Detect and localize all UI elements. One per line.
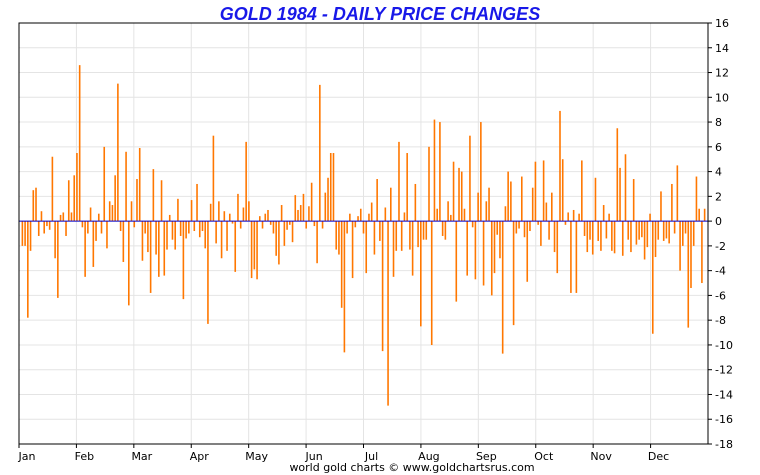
y-tick-label: -6: [715, 289, 726, 302]
x-axis: Jan Feb Mar Apr May Jun Jul Aug Sep Oct Nov Dec: [18, 444, 669, 463]
x-tick-label: Jun: [304, 450, 322, 463]
y-tick-label: 12: [715, 67, 729, 80]
y-tick-label: -10: [715, 339, 733, 352]
x-tick-label: Dec: [648, 450, 669, 463]
y-tick-label: -4: [715, 265, 726, 278]
x-tick-label: Feb: [75, 450, 94, 463]
y-tick-label: -14: [715, 388, 733, 401]
x-tick-label: Apr: [190, 450, 210, 463]
chart-credit: world gold charts © www.goldchartsrus.co…: [289, 461, 534, 474]
y-tick-label: -2: [715, 240, 726, 253]
y-tick-label: 6: [715, 141, 722, 154]
y-tick-label: -18: [715, 438, 733, 451]
x-tick-label: Nov: [590, 450, 612, 463]
y-tick-label: -12: [715, 364, 733, 377]
y-tick-label: 4: [715, 166, 722, 179]
y-tick-label: -8: [715, 314, 726, 327]
x-tick-label: Sep: [476, 450, 497, 463]
y-tick-label: -16: [715, 413, 733, 426]
x-tick-label: Jul: [364, 450, 378, 463]
x-tick-label: Jan: [18, 450, 36, 463]
y-tick-label: 8: [715, 116, 722, 129]
y-tick-label: 2: [715, 190, 722, 203]
x-tick-label: Aug: [418, 450, 439, 463]
x-tick-label: May: [245, 450, 268, 463]
y-tick-label: 16: [715, 17, 729, 30]
chart-title: GOLD 1984 - DAILY PRICE CHANGES: [220, 4, 540, 24]
x-tick-label: Mar: [131, 450, 152, 463]
y-tick-label: 10: [715, 91, 729, 104]
bars: [21, 65, 706, 406]
y-tick-label: 0: [715, 215, 722, 228]
y-tick-label: 14: [715, 42, 729, 55]
x-tick-label: Oct: [534, 450, 554, 463]
y-axis: 16 14 12 10 8 6 4 2 0 -2 -4 -6 -8 -10 -12 -14 -16 -18: [708, 17, 733, 451]
